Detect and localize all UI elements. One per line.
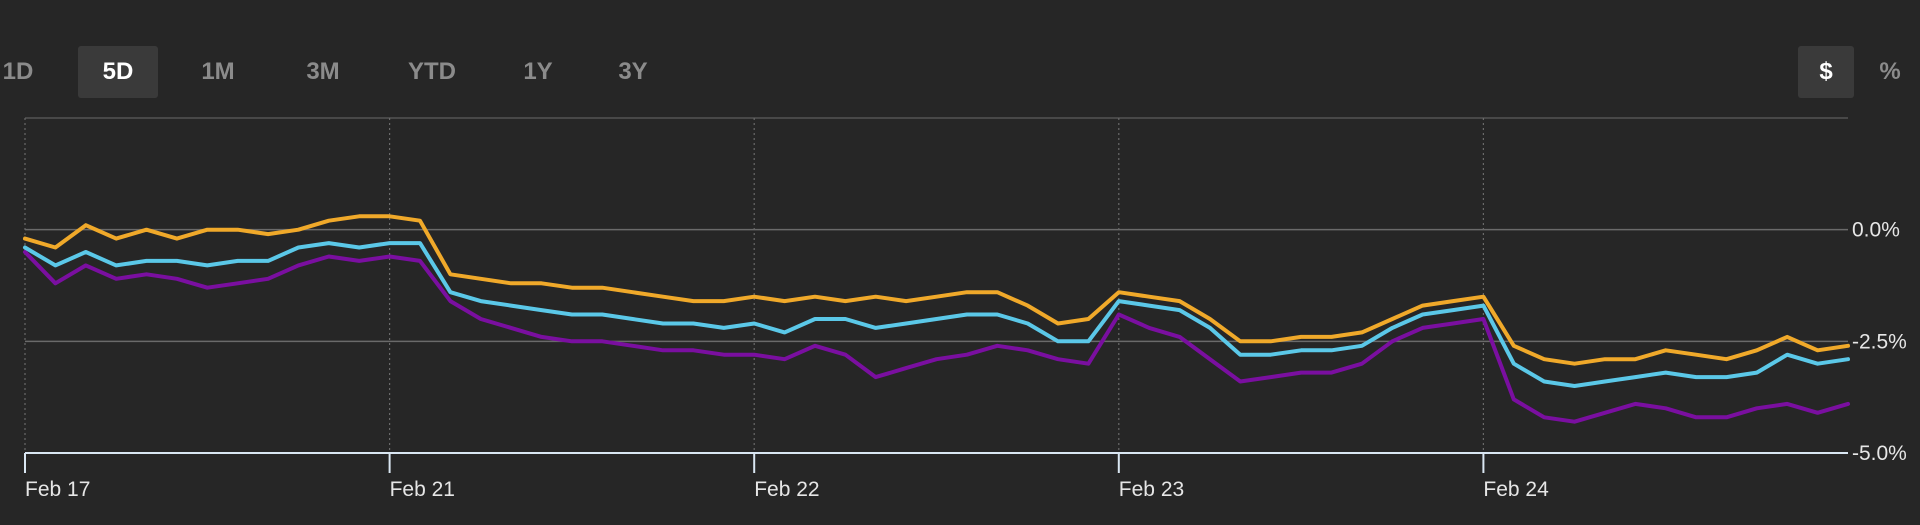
x-tick-label: Feb 22 [754,478,819,501]
range-tab-1y[interactable]: 1Y [523,58,553,85]
x-tick-label: Feb 24 [1483,478,1549,501]
chart-toolbar: 1D 5D 1M 3M YTD 1Y 3Y $ % [0,46,1920,98]
series-line-1 [23,241,1850,388]
range-tab-5d[interactable]: 5D [78,46,158,98]
range-tab-3m[interactable]: 3M [306,58,340,85]
y-tick-label: 0.0% [1852,219,1900,242]
x-tick-label: Feb 23 [1119,478,1184,501]
x-tick-label: Feb 21 [390,478,455,501]
range-tab-3y[interactable]: 3Y [618,58,648,85]
unit-toggle-percent[interactable]: % [1879,58,1901,85]
x-tick-label: Feb 17 [25,478,90,501]
series-line-0 [23,214,1850,366]
unit-toggle-dollar[interactable]: $ [1798,46,1854,98]
chart-grid [24,117,1848,453]
range-tab-1m[interactable]: 1M [201,58,235,85]
chart-series [23,214,1850,424]
y-tick-label: -5.0% [1852,442,1907,465]
range-tab-1d[interactable]: 1D [2,58,34,85]
range-tab-ytd[interactable]: YTD [408,58,456,85]
y-tick-label: -2.5% [1852,330,1907,353]
chart-axes: 0.0% -2.5% -5.0% Feb 17 Feb 21 Feb 22 Feb 23 Fe… [24,219,1907,501]
series-line-2 [23,250,1850,424]
